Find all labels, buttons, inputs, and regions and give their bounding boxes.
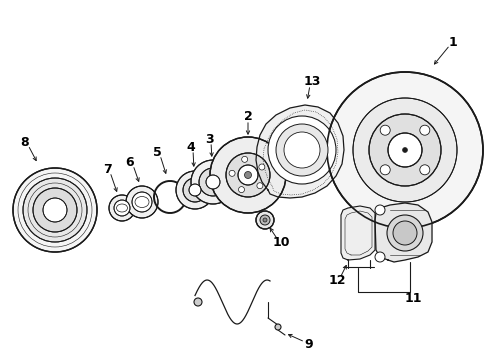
Circle shape bbox=[199, 168, 227, 196]
Text: 3: 3 bbox=[205, 132, 213, 145]
Text: 9: 9 bbox=[305, 338, 313, 351]
Text: 4: 4 bbox=[187, 140, 196, 153]
Circle shape bbox=[369, 114, 441, 186]
Circle shape bbox=[276, 124, 328, 176]
Circle shape bbox=[239, 186, 245, 193]
Circle shape bbox=[420, 125, 430, 135]
Circle shape bbox=[13, 168, 97, 252]
Circle shape bbox=[284, 132, 320, 168]
Circle shape bbox=[183, 178, 207, 202]
Circle shape bbox=[263, 218, 267, 222]
Circle shape bbox=[238, 165, 258, 185]
Circle shape bbox=[226, 153, 270, 197]
Text: 8: 8 bbox=[21, 135, 29, 149]
Polygon shape bbox=[341, 206, 375, 260]
Circle shape bbox=[191, 160, 235, 204]
Circle shape bbox=[380, 125, 390, 135]
Text: 6: 6 bbox=[126, 156, 134, 168]
Circle shape bbox=[393, 221, 417, 245]
Circle shape bbox=[206, 175, 220, 189]
Circle shape bbox=[259, 164, 265, 170]
Circle shape bbox=[260, 215, 270, 225]
Polygon shape bbox=[375, 203, 432, 262]
Circle shape bbox=[43, 198, 67, 222]
Circle shape bbox=[420, 165, 430, 175]
Text: 5: 5 bbox=[152, 145, 161, 158]
Circle shape bbox=[402, 148, 408, 153]
Circle shape bbox=[126, 186, 158, 218]
Circle shape bbox=[194, 298, 202, 306]
Circle shape bbox=[132, 192, 152, 212]
Circle shape bbox=[242, 156, 247, 162]
Circle shape bbox=[229, 170, 235, 176]
Circle shape bbox=[268, 116, 336, 184]
Circle shape bbox=[388, 133, 422, 167]
Circle shape bbox=[176, 171, 214, 209]
Circle shape bbox=[375, 205, 385, 215]
Circle shape bbox=[256, 211, 274, 229]
Circle shape bbox=[387, 215, 423, 251]
Circle shape bbox=[109, 195, 135, 221]
Text: 13: 13 bbox=[303, 75, 320, 87]
Circle shape bbox=[257, 183, 263, 189]
Circle shape bbox=[23, 178, 87, 242]
Circle shape bbox=[327, 72, 483, 228]
Text: 12: 12 bbox=[328, 275, 346, 288]
Circle shape bbox=[33, 188, 77, 232]
Circle shape bbox=[189, 184, 201, 196]
Circle shape bbox=[353, 98, 457, 202]
Circle shape bbox=[380, 165, 390, 175]
Circle shape bbox=[114, 200, 130, 216]
Text: 1: 1 bbox=[449, 36, 457, 49]
Text: 7: 7 bbox=[102, 162, 111, 176]
Text: 10: 10 bbox=[272, 237, 290, 249]
Text: 2: 2 bbox=[244, 109, 252, 122]
Circle shape bbox=[275, 324, 281, 330]
Polygon shape bbox=[256, 105, 344, 198]
Circle shape bbox=[245, 171, 251, 179]
Circle shape bbox=[210, 137, 286, 213]
Circle shape bbox=[375, 252, 385, 262]
Text: 11: 11 bbox=[404, 292, 422, 305]
